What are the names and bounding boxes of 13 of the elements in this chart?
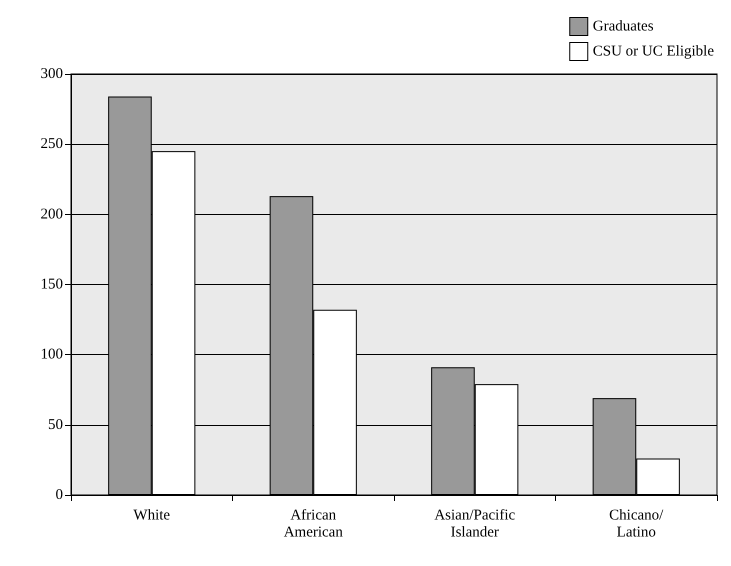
y-tick-label: 150 xyxy=(40,276,63,292)
y-tick-label: 250 xyxy=(40,136,63,152)
x-tick-label: White xyxy=(133,508,170,524)
x-tick-label: African American xyxy=(284,508,344,540)
y-tick-label: 300 xyxy=(40,66,63,82)
x-tick-label: Asian/Pacific Islander xyxy=(434,508,516,540)
y-tick-label: 50 xyxy=(48,416,63,433)
y-tick-label: 200 xyxy=(40,206,63,222)
legend-label: Graduates xyxy=(592,18,654,34)
x-tick-label: Chicano/ Latino xyxy=(609,508,664,540)
y-tick-label: 100 xyxy=(40,346,63,363)
legend-label: CSU or UC Eligible xyxy=(592,44,714,60)
y-tick-label: 0 xyxy=(56,487,63,503)
